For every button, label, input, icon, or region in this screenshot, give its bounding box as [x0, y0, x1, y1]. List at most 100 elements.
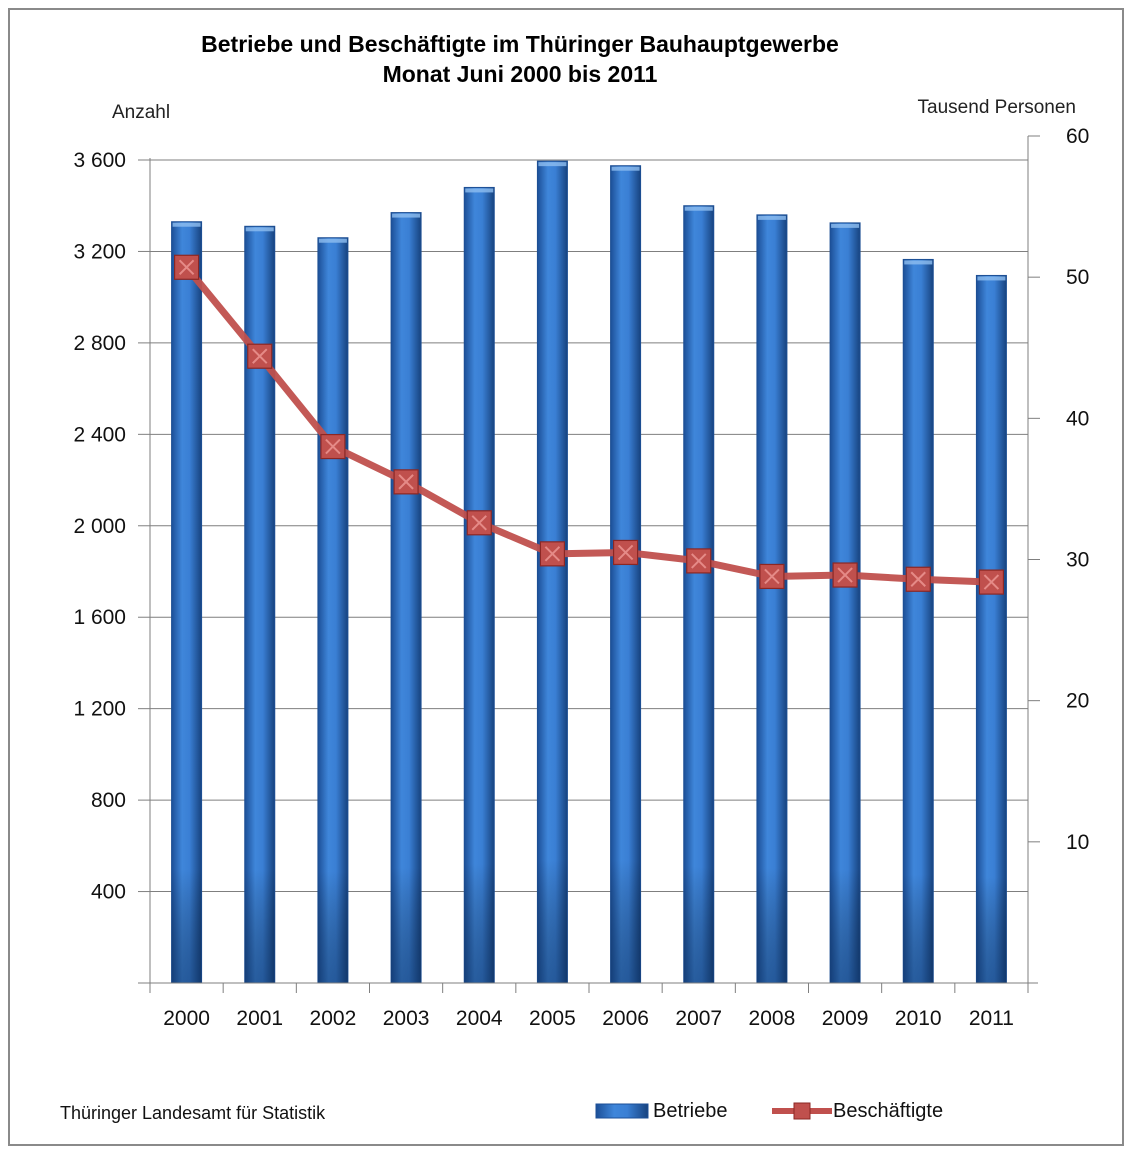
legend-label-beschaeftigte: Beschäftigte	[833, 1100, 943, 1122]
y2-axis-title: Tausend Personen	[918, 97, 1076, 118]
ytick-label-2800: 2 800	[73, 332, 126, 355]
chart-title: Betriebe und Beschäftigte im Thüringer B…	[201, 31, 839, 57]
xtick-label-2002: 2002	[310, 1007, 357, 1030]
marker-cross-2008	[764, 568, 780, 585]
xtick-label-2007: 2007	[675, 1007, 722, 1030]
y2tick-label-60: 60	[1066, 125, 1089, 148]
marker-cross-2001	[252, 348, 268, 364]
marker-cross-2009	[837, 567, 853, 583]
ytick-label-400: 400	[91, 881, 126, 904]
line-path-beschaeftigte	[183, 263, 995, 586]
bar-2002	[317, 237, 349, 984]
point-2006	[612, 539, 639, 566]
xtick-label-2003: 2003	[383, 1007, 430, 1030]
y2tick-label-20: 20	[1066, 690, 1089, 713]
point-2009	[832, 562, 858, 588]
bar-highlight-2010	[904, 260, 933, 265]
bar-2008	[756, 214, 788, 984]
ytick-label-3200: 3 200	[73, 240, 126, 263]
y-axis-ticks: 400 800 1 200 1 600 2 000 2 400 2 800 3 200 3 60…	[73, 149, 150, 904]
ytick-label-800: 800	[91, 789, 126, 812]
xtick-label-2011: 2011	[969, 1007, 1014, 1030]
marker-cross-2011	[983, 574, 1000, 590]
source-note: Thüringer Landesamt für Statistik	[60, 1103, 326, 1123]
bar-shade-2008	[756, 214, 787, 983]
xtick-label-2009: 2009	[822, 1007, 869, 1030]
legend-swatch-betriebe	[595, 1103, 649, 1119]
xtick-label-2004: 2004	[456, 1007, 503, 1030]
ytick-label-3600: 3 600	[73, 149, 126, 172]
y2tick-label-10: 10	[1066, 831, 1089, 854]
point-2004	[466, 510, 492, 536]
bar-highlight-2003	[392, 213, 421, 218]
xtick-label-2000: 2000	[163, 1007, 210, 1030]
xtick-label-2010: 2010	[895, 1007, 942, 1030]
bar-highlight-2000	[172, 222, 201, 227]
ytick-label-1200: 1 200	[73, 698, 126, 721]
bar-2011	[975, 274, 1007, 984]
y-axis-title: Anzahl	[112, 102, 170, 123]
bar-shade-2009	[830, 222, 861, 984]
xtick-label-2001: 2001	[236, 1007, 283, 1030]
bar-shade-2006	[610, 165, 641, 983]
chart-subtitle: Monat Juni 2000 bis 2011	[383, 61, 658, 87]
bar-highlight-2007	[684, 206, 713, 211]
marker-cross-2002	[325, 438, 341, 455]
legend: Betriebe Beschäftigte	[595, 1100, 943, 1122]
marker-cross-2005	[544, 546, 561, 562]
bar-highlight-2001	[245, 227, 274, 232]
bar-shade-2004	[464, 187, 495, 983]
bar-shade-2002	[317, 237, 348, 983]
bar-shade-2010	[903, 259, 934, 984]
line-series	[173, 254, 1005, 595]
ytick-label-2000: 2 000	[73, 515, 126, 538]
bar-highlight-2011	[977, 276, 1006, 281]
x-axis-ticks: 2000 2001 2002 2003 2004 2005 2006 2007 2008 2009…	[149, 983, 1029, 1030]
bar-highlight-2005	[538, 162, 567, 167]
marker-cross-2003	[398, 474, 414, 490]
bar-2006	[610, 165, 642, 984]
bar-shade-2000	[171, 221, 202, 984]
bar-highlight-2006	[611, 166, 640, 171]
marker-2011	[978, 569, 1005, 595]
marker-cross-2007	[691, 553, 707, 569]
bar-shade-2005	[537, 161, 568, 983]
bar-2003	[390, 212, 422, 984]
bar-2007	[683, 205, 715, 984]
bar-2000	[171, 221, 203, 984]
y2-axis-ticks: 10 20 30 40 50 60	[1028, 125, 1089, 854]
legend-item-beschaeftigte: Beschäftigte	[772, 1100, 943, 1122]
bar-highlight-2002	[318, 238, 347, 243]
bar-2010	[902, 258, 934, 984]
gridlines	[150, 159, 1028, 893]
marker-cross-2006	[617, 544, 634, 561]
point-2002	[320, 433, 346, 460]
legend-label-betriebe: Betriebe	[653, 1100, 728, 1122]
marker-cross-2004	[471, 515, 487, 531]
bar-2005	[536, 160, 568, 984]
point-2003	[393, 469, 419, 495]
bar-2004	[463, 186, 495, 984]
y2tick-label-40: 40	[1066, 407, 1089, 430]
legend-swatch-beschaeftigte-marker	[793, 1102, 811, 1120]
point-2001	[247, 343, 273, 369]
marker-2005	[539, 541, 566, 567]
point-2010	[905, 566, 931, 592]
point-2005	[539, 541, 566, 567]
bar-series	[171, 160, 1007, 984]
bar-highlight-2008	[757, 215, 786, 220]
bar-highlight-2004	[465, 188, 494, 193]
legend-item-betriebe: Betriebe	[595, 1100, 728, 1122]
ytick-label-1600: 1 600	[73, 606, 126, 629]
xtick-label-2008: 2008	[749, 1007, 796, 1030]
y2tick-label-50: 50	[1066, 266, 1089, 289]
xtick-label-2005: 2005	[529, 1007, 576, 1030]
bar-shade-2007	[683, 205, 714, 983]
y2tick-label-30: 30	[1066, 549, 1089, 572]
xtick-label-2006: 2006	[602, 1007, 649, 1030]
marker-2008	[759, 563, 785, 590]
ytick-label-2400: 2 400	[73, 423, 126, 446]
point-2011	[978, 569, 1005, 595]
point-2007	[686, 548, 712, 574]
